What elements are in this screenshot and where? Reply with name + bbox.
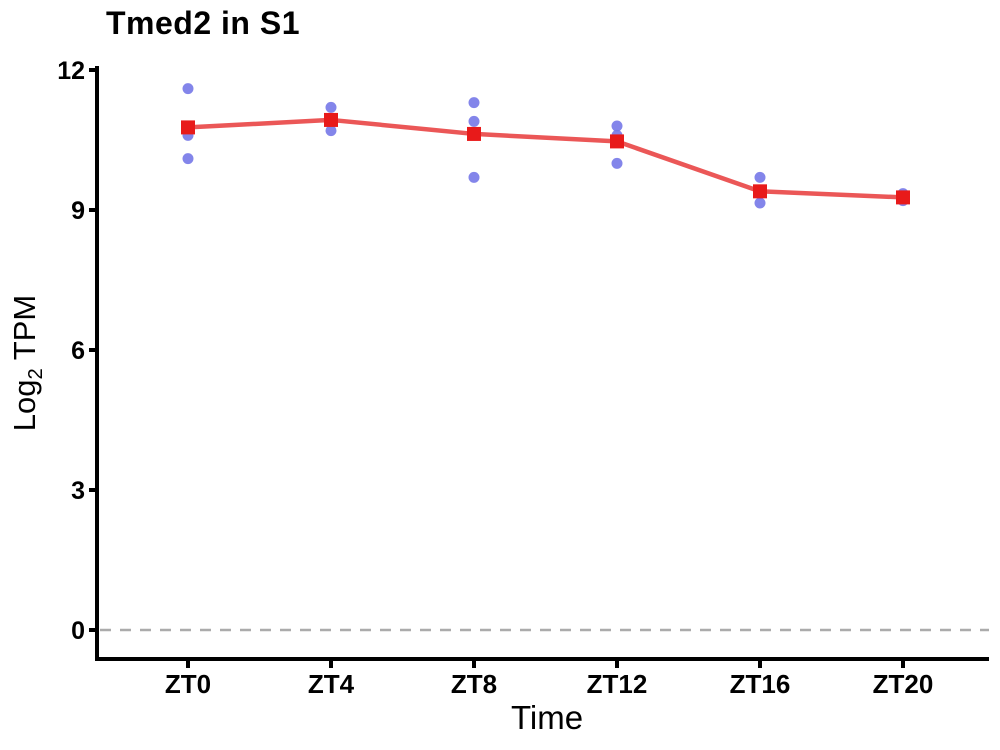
mean-square bbox=[324, 112, 338, 127]
x-tick-label: ZT0 bbox=[165, 669, 211, 699]
replicate-dot bbox=[325, 125, 337, 137]
replicate-dot bbox=[468, 115, 480, 127]
mean-square bbox=[181, 120, 195, 135]
mean-line bbox=[185, 117, 906, 200]
replicate-dot bbox=[182, 153, 194, 165]
replicate-dot bbox=[611, 157, 623, 169]
x-tick-label: ZT12 bbox=[587, 669, 648, 699]
mean-square bbox=[467, 126, 481, 141]
replicate-dot bbox=[468, 171, 480, 183]
x-tick-label: ZT16 bbox=[730, 669, 791, 699]
y-tick-label: 9 bbox=[71, 197, 85, 225]
mean-square bbox=[896, 190, 910, 205]
replicate-dot bbox=[468, 97, 480, 109]
y-tick-label: 3 bbox=[71, 477, 85, 505]
y-tick-label: 12 bbox=[57, 57, 85, 85]
replicate-dot bbox=[325, 101, 337, 113]
replicate-dot bbox=[611, 120, 623, 132]
x-tick-label: ZT4 bbox=[308, 669, 355, 699]
replicate-dot bbox=[754, 197, 766, 209]
mean-square bbox=[753, 184, 767, 199]
y-tick-label: 6 bbox=[71, 337, 85, 365]
replicate-dot bbox=[182, 83, 194, 95]
x-tick-label: ZT8 bbox=[451, 669, 497, 699]
replicate-dot bbox=[754, 171, 766, 183]
x-tick-label: ZT20 bbox=[873, 669, 934, 699]
x-axis-label: Time bbox=[510, 699, 584, 736]
y-tick-label: 0 bbox=[71, 617, 85, 645]
mean-square bbox=[610, 134, 624, 149]
chart-title: Tmed2 in S1 bbox=[106, 5, 300, 41]
